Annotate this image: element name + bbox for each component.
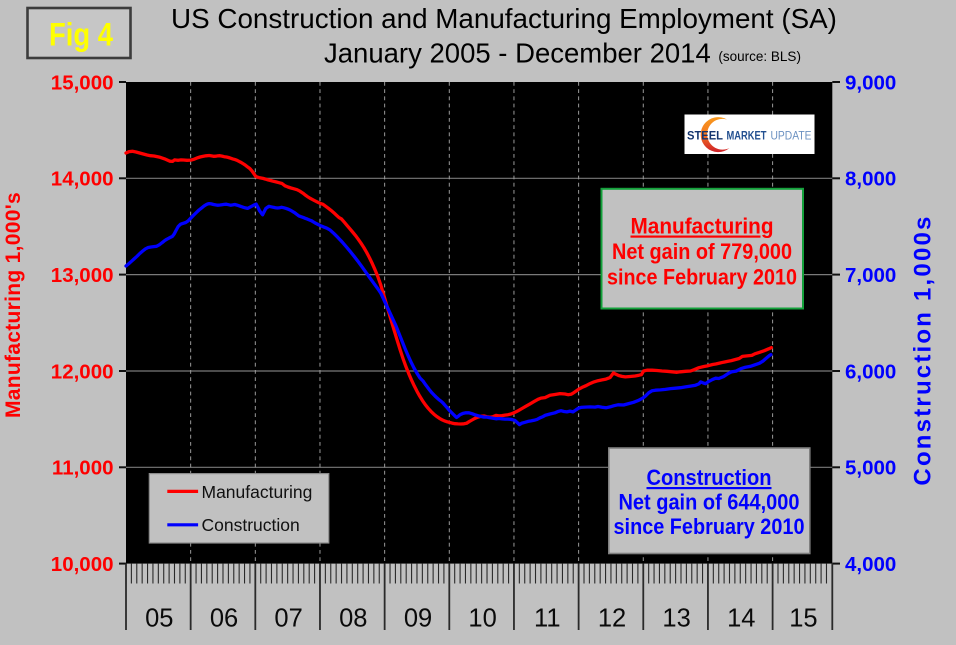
svg-text:since February 2010: since February 2010 [607, 265, 797, 290]
svg-text:Manufacturing: Manufacturing [202, 482, 313, 502]
svg-text:13: 13 [662, 605, 690, 633]
svg-text:Manufacturing 1,000's: Manufacturing 1,000's [2, 192, 25, 418]
svg-text:14,000: 14,000 [51, 168, 114, 191]
svg-text:12,000: 12,000 [51, 360, 114, 383]
svg-text:12: 12 [598, 605, 626, 633]
svg-text:11: 11 [534, 605, 560, 633]
svg-text:since February 2010: since February 2010 [614, 514, 805, 539]
svg-text:Manufacturing: Manufacturing [631, 214, 774, 239]
svg-text:10: 10 [468, 605, 496, 633]
svg-text:06: 06 [210, 605, 238, 633]
svg-text:MARKET: MARKET [727, 130, 767, 143]
svg-text:15: 15 [789, 605, 817, 633]
svg-text:UPDATE: UPDATE [771, 130, 812, 143]
svg-text:4,000: 4,000 [845, 553, 896, 576]
svg-text:6,000: 6,000 [845, 360, 896, 383]
svg-text:STEEL: STEEL [687, 130, 723, 143]
svg-text:9,000: 9,000 [845, 71, 896, 94]
svg-text:15,000: 15,000 [51, 71, 114, 94]
svg-text:07: 07 [274, 605, 302, 633]
svg-text:Net gain of 644,000: Net gain of 644,000 [619, 490, 800, 515]
svg-text:8,000: 8,000 [845, 168, 896, 191]
svg-text:7,000: 7,000 [845, 264, 896, 287]
svg-text:09: 09 [404, 605, 432, 633]
svg-text:05: 05 [145, 605, 173, 633]
svg-text:08: 08 [339, 605, 367, 633]
svg-text:Construction 1,000s: Construction 1,000s [910, 214, 937, 485]
svg-text:11,000: 11,000 [52, 457, 114, 480]
svg-text:5,000: 5,000 [845, 457, 896, 480]
svg-text:Fig 4: Fig 4 [49, 17, 113, 53]
svg-text:10,000: 10,000 [51, 553, 114, 576]
svg-text:Construction: Construction [647, 465, 772, 490]
svg-text:Construction: Construction [202, 515, 300, 535]
svg-text:14: 14 [727, 605, 755, 633]
svg-text:13,000: 13,000 [51, 264, 114, 287]
svg-text:US Construction and Manufactur: US Construction and Manufacturing Employ… [171, 3, 837, 34]
svg-text:Net gain of 779,000: Net gain of 779,000 [612, 239, 792, 264]
